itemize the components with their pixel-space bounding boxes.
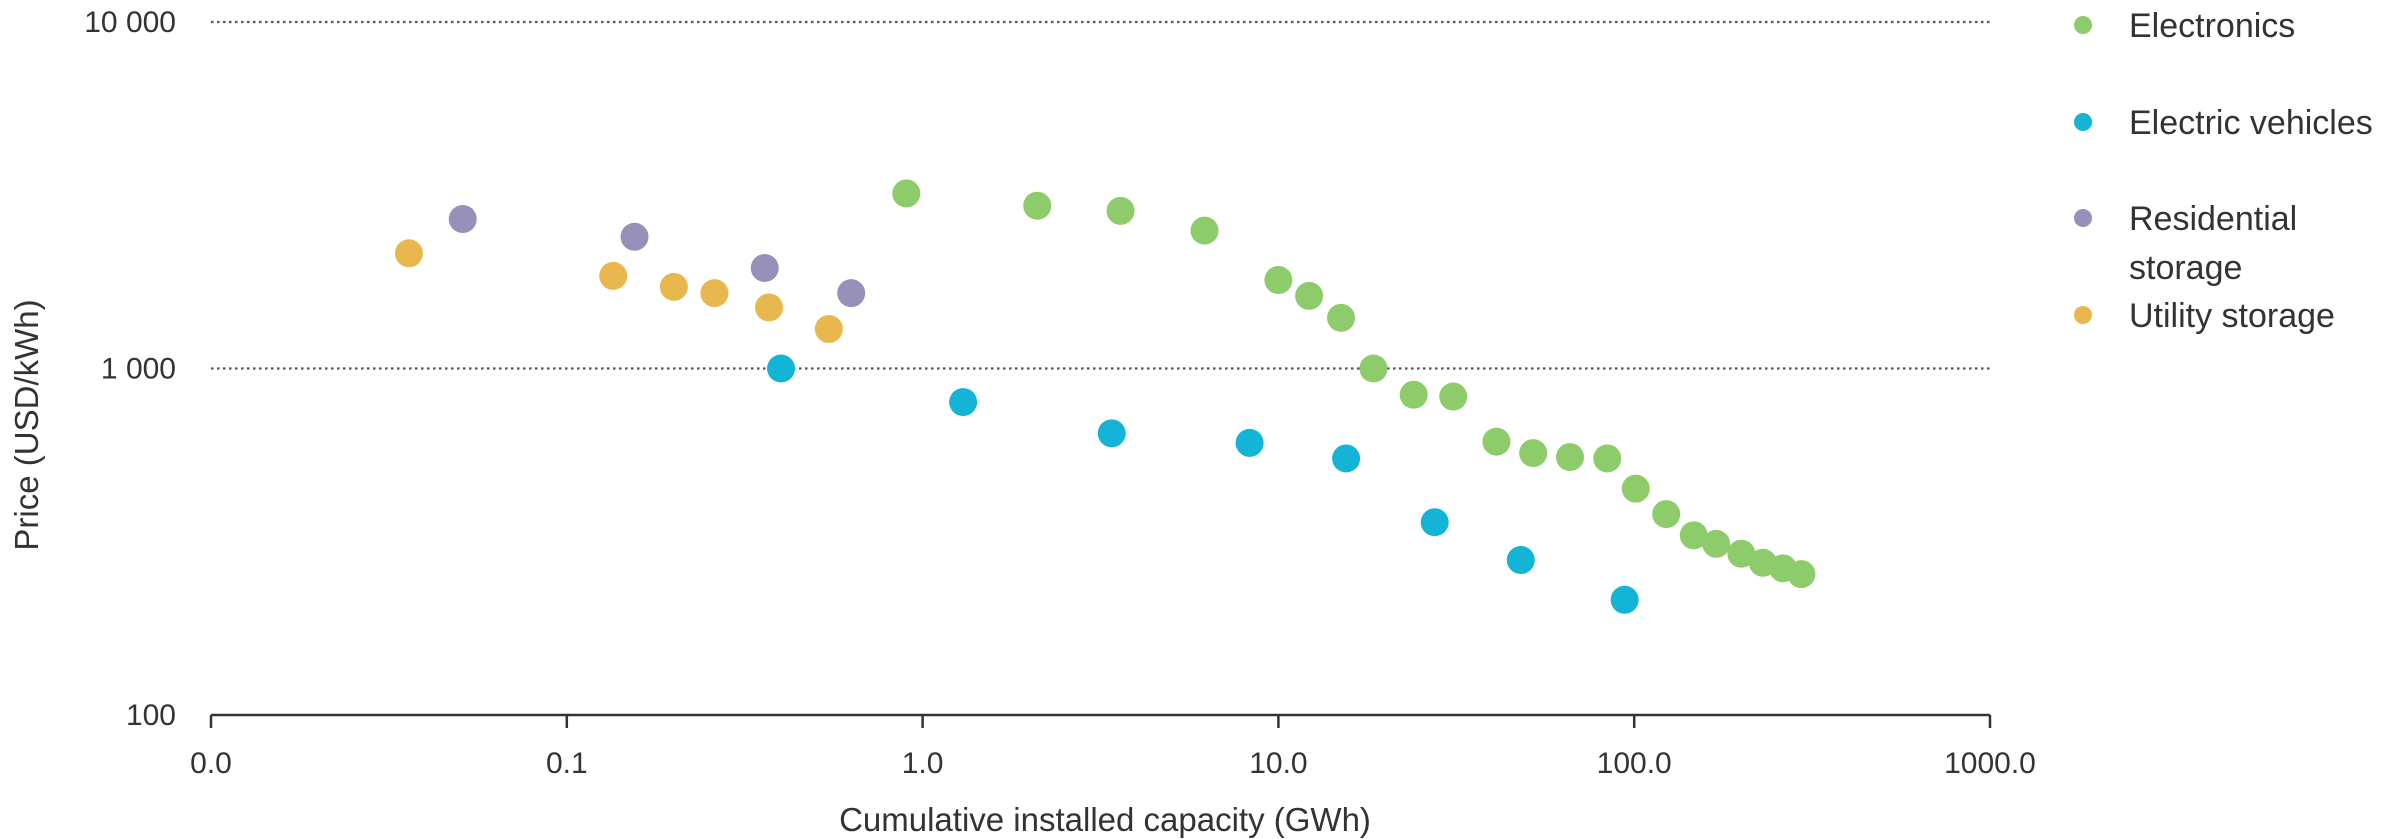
tick-labels: 0.0 0.1 1.0 10.0 100.0 1000.0 100 1 000 10 000 bbox=[84, 6, 2036, 780]
legend-marker-residential-storage bbox=[2074, 209, 2092, 227]
x-tick-label: 10.0 bbox=[1249, 747, 1307, 780]
x-tick-label: 1000.0 bbox=[1944, 747, 2036, 780]
gridlines bbox=[211, 20, 1990, 370]
y-tick-label: 1 000 bbox=[101, 353, 176, 386]
legend-label-electric-vehicles: Electric vehicles bbox=[2129, 104, 2373, 142]
utility-storage-point bbox=[700, 279, 729, 308]
electronics-point bbox=[1702, 529, 1731, 558]
y-tick-label: 100 bbox=[126, 699, 176, 732]
electronics-point bbox=[1787, 560, 1816, 589]
utility-storage-point bbox=[394, 239, 423, 268]
x-tick-label: 1.0 bbox=[902, 747, 944, 780]
electric-vehicles-point bbox=[767, 354, 796, 383]
utility-storage-point bbox=[659, 272, 688, 301]
x-tick-label: 0.0 bbox=[190, 747, 232, 780]
legend-marker-utility-storage bbox=[2074, 306, 2092, 324]
electronics-point bbox=[1621, 474, 1650, 503]
residential-storage-point bbox=[448, 205, 477, 234]
residential-storage-point bbox=[837, 279, 866, 308]
electronics-point bbox=[1593, 444, 1622, 473]
legend-label-electronics: Electronics bbox=[2129, 7, 2295, 45]
electric-vehicles-point bbox=[1332, 444, 1361, 473]
electronics-point bbox=[1264, 266, 1293, 295]
legend-label-utility-storage: Utility storage bbox=[2129, 297, 2335, 335]
y-tick-label: 10 000 bbox=[84, 6, 176, 39]
electronics-point bbox=[1190, 216, 1219, 245]
legend-marker-electronics bbox=[2074, 16, 2092, 34]
x-axis-label: Cumulative installed capacity (GWh) bbox=[839, 801, 1371, 838]
electronics-point bbox=[1727, 539, 1756, 568]
electronics-point bbox=[1106, 196, 1135, 225]
electronics-point bbox=[892, 179, 921, 208]
utility-storage-point bbox=[599, 261, 628, 290]
electronics-point bbox=[1519, 439, 1548, 468]
axes bbox=[209, 713, 1992, 728]
legend-marker-electric-vehicles bbox=[2074, 113, 2092, 131]
electric-vehicles-point bbox=[1506, 546, 1535, 575]
electronics-point bbox=[1399, 380, 1428, 409]
electronics-point bbox=[1679, 521, 1708, 550]
residential-storage-point bbox=[620, 222, 649, 251]
electronics-point bbox=[1327, 303, 1356, 332]
residential-storage-point bbox=[750, 254, 779, 283]
data-points bbox=[394, 179, 1816, 614]
electronics-point bbox=[1439, 382, 1468, 411]
x-tick-label: 0.1 bbox=[546, 747, 588, 780]
electric-vehicles-point bbox=[949, 388, 978, 417]
legend-label-residential-storage: Residential bbox=[2129, 200, 2297, 238]
electronics-point bbox=[1482, 427, 1511, 456]
electric-vehicles-point bbox=[1420, 508, 1449, 537]
y-axis-label: Price (USD/kWh) bbox=[8, 299, 45, 550]
electronics-point bbox=[1652, 500, 1681, 529]
electronics-point bbox=[1359, 354, 1388, 383]
electronics-point bbox=[1023, 191, 1052, 220]
electric-vehicles-point bbox=[1235, 428, 1264, 457]
x-tick-label: 100.0 bbox=[1597, 747, 1672, 780]
electronics-point bbox=[1555, 443, 1584, 472]
utility-storage-point bbox=[754, 293, 783, 322]
electronics-point bbox=[1295, 281, 1324, 310]
legend: Electronics Electric vehicles Residential s… bbox=[2074, 7, 2373, 335]
electric-vehicles-point bbox=[1097, 419, 1126, 448]
legend-label-residential-storage: storage bbox=[2129, 249, 2242, 287]
electric-vehicles-point bbox=[1610, 585, 1639, 614]
utility-storage-point bbox=[814, 315, 843, 344]
